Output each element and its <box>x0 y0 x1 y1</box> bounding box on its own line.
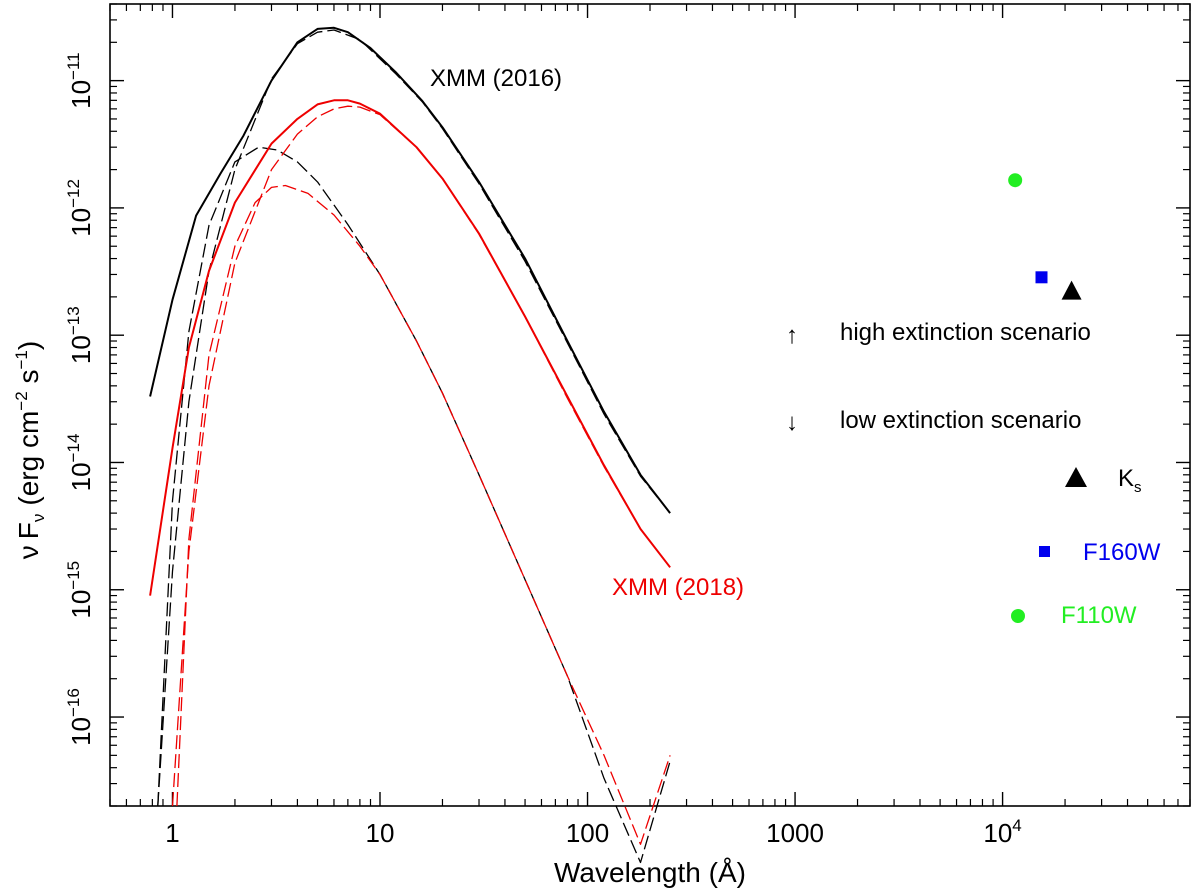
y-tick-label: 10−16 <box>64 688 96 746</box>
legend-label-f160w: F160W <box>1083 539 1161 566</box>
curves-group <box>149 26 671 864</box>
series-line-5 <box>171 105 671 807</box>
y-tick-label: 10−15 <box>64 561 96 619</box>
legend-label-ks: Ks <box>1118 465 1142 496</box>
plot-frame <box>109 3 1191 807</box>
axes-group: 1 10 100 1000 104 10−16 10−15 10−14 10−13 10−12 10… <box>64 3 1191 848</box>
data-point-f110w <box>1008 173 1023 188</box>
y-tick-label: 10−11 <box>64 52 96 109</box>
label-high-extinction: high extinction scenario <box>840 319 1091 346</box>
x-tick-label: 1000 <box>766 818 824 848</box>
x-tick-label: 1 <box>165 818 179 848</box>
y-tick-label: 10−13 <box>64 306 96 364</box>
y-tick-label: 10−14 <box>64 434 96 492</box>
legend-marker-f160w <box>1039 546 1050 557</box>
down-arrow-icon: ↓ <box>786 409 798 436</box>
up-arrow-icon: ↑ <box>786 322 798 349</box>
points-group <box>1008 173 1082 300</box>
y-axis-title: νFν(erg cm−2 s−1) <box>12 341 48 559</box>
data-point-ks <box>1061 280 1082 300</box>
data-point-f160w <box>1035 271 1048 284</box>
legend-item-ks: Ks <box>1065 465 1142 496</box>
series-line-2 <box>157 29 671 807</box>
y-tick-label: 10−12 <box>64 179 96 237</box>
series-line-6 <box>176 184 671 845</box>
label-xmm-2016: XMM (2016) <box>430 65 562 92</box>
series-line-1 <box>149 26 671 514</box>
legend-marker-ks <box>1065 467 1087 487</box>
legend-item-f160w: F160W <box>1039 539 1161 566</box>
x-tick-label: 100 <box>566 818 609 848</box>
series-line-4 <box>149 99 671 596</box>
x-tick-label: 104 <box>983 816 1021 848</box>
x-axis-title: Wavelength (Å) <box>554 857 746 888</box>
legend-item-f110w: F110W <box>1011 602 1137 629</box>
label-low-extinction: low extinction scenario <box>840 407 1081 434</box>
label-xmm-2018: XMM (2018) <box>612 574 744 601</box>
legend-label-f110w: F110W <box>1061 602 1137 629</box>
legend-marker-f110w <box>1011 609 1025 623</box>
x-tick-label: 10 <box>366 818 395 848</box>
series-line-3 <box>157 146 671 864</box>
